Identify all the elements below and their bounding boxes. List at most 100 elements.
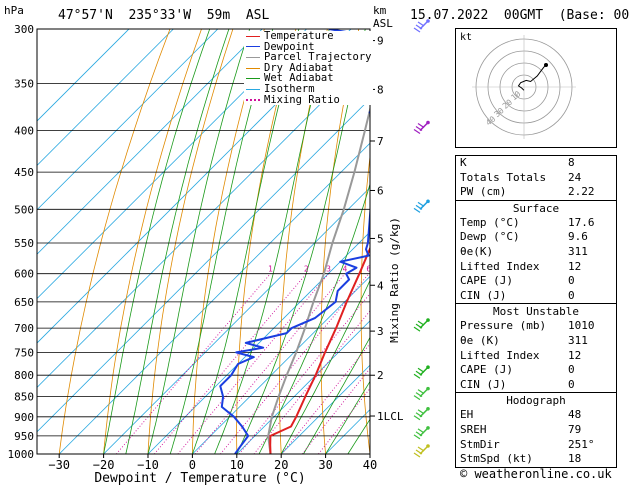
isotherm-line [236, 320, 370, 454]
hodograph-panel: kt 10 20 30 40 [455, 28, 617, 148]
index-label: CAPE (J) [460, 363, 513, 377]
index-row: Totals Totals 24 [456, 171, 616, 186]
wind-barb [413, 199, 430, 213]
hodograph-unit: kt [460, 32, 472, 43]
pressure-tick-label: 600 [14, 268, 34, 281]
temperature-line [269, 246, 370, 454]
km-tick-label: 2 [377, 369, 384, 382]
index-value: 1010 [568, 319, 595, 333]
pressure-tick-label: 350 [14, 77, 34, 90]
mixing-ratio-line [177, 273, 329, 454]
x-tick-label: −20 [93, 458, 115, 472]
index-value: 18 [568, 452, 582, 466]
index-value: 12 [568, 259, 582, 273]
x-tick-label: 30 [318, 458, 332, 472]
legend-swatch [246, 88, 260, 90]
pressure-tick-label: 400 [14, 125, 34, 138]
mixing-ratio-line [301, 367, 370, 454]
index-row: PW (cm) 2.22 [456, 185, 616, 200]
x-tick-label: −10 [137, 458, 159, 472]
wind-barb [413, 365, 430, 379]
index-row: Lifted Index 12 [456, 349, 616, 364]
index-row: Temp (°C) 17.6 [456, 216, 616, 231]
wind-barb [413, 19, 430, 33]
index-value: 48 [568, 408, 582, 422]
index-row: StmDir 251° [456, 438, 616, 453]
x-tick-label: −30 [48, 458, 70, 472]
index-value: 251° [568, 437, 595, 451]
index-label: θe(K) [460, 244, 494, 258]
km-tick-label: 4 [377, 279, 384, 292]
isotherm-line [37, 29, 307, 300]
index-label: Temp (°C) [460, 215, 520, 229]
legend-swatch [246, 35, 260, 37]
hodograph-indices-section: Hodograph EH 48 SREH 79 StmDir 251° StmSpd (kt… [456, 392, 616, 466]
legend-label: Dry Adiabat [264, 61, 334, 74]
index-label: CIN (J) [460, 288, 507, 302]
wind-barb [413, 426, 430, 440]
legend-swatch [246, 78, 260, 80]
index-row: StmSpd (kt) 18 [456, 452, 616, 467]
index-label: Dewp (°C) [460, 230, 520, 244]
mixing-ratio-label: 4 [342, 265, 347, 274]
hodograph-indices-title: Hodograph [506, 394, 566, 408]
index-label: Pressure (mb) [460, 319, 547, 333]
pressure-tick-label: 800 [14, 369, 34, 382]
km-unit-label: km [373, 4, 387, 17]
dry-adiabat-line [147, 29, 234, 454]
legend-entry-isotherm: Isotherm [246, 84, 371, 95]
pressure-tick-label: 450 [14, 166, 34, 179]
km-tick-label: 8 [377, 83, 384, 96]
wind-barb [413, 318, 430, 332]
index-value: 8 [568, 156, 575, 169]
km-tick-label: 1LCL [377, 410, 404, 423]
isotherm-line [37, 29, 174, 166]
mixing-ratio-line [238, 292, 370, 454]
location-title: 47°57'N 235°33'W 59m ASL [58, 8, 270, 23]
index-label: CIN (J) [460, 377, 507, 391]
legend-entry-temperature: Temperature [246, 31, 371, 42]
x-tick-label: 20 [274, 458, 288, 472]
isotherm-line [103, 187, 370, 454]
pressure-tick-label: 750 [14, 346, 34, 359]
mixing-ratio-line [318, 387, 370, 454]
mixing-ratio-label: 6 [366, 265, 371, 274]
index-row: θe(K) 311 [456, 245, 616, 260]
pressure-tick-label: 850 [14, 391, 34, 404]
dewpoint-line [219, 29, 370, 454]
x-tick-label: 0 [189, 458, 196, 472]
hpa-unit-label: hPa [4, 4, 24, 17]
index-row: CAPE (J) 0 [456, 363, 616, 378]
index-label: K [460, 156, 467, 169]
pressure-tick-label: 1000 [8, 448, 35, 461]
hodograph-trace [517, 64, 547, 91]
legend-label: Isotherm [264, 82, 315, 95]
legend-label: Mixing Ratio [264, 93, 340, 106]
dry-adiabat-line [103, 29, 202, 454]
isotherm-line [147, 231, 370, 454]
legend-swatch [246, 56, 260, 58]
index-value: 0 [568, 363, 575, 377]
km-tick-label: 5 [377, 232, 384, 245]
isotherm-line [37, 29, 130, 122]
km-tick-label: 6 [377, 185, 384, 198]
pressure-tick-label: 550 [14, 237, 34, 250]
x-tick-label: 40 [363, 458, 377, 472]
most-unstable-section: Most Unstable Pressure (mb) 1010 θe (K) 311… [456, 303, 616, 392]
y2-axis-title: Mixing Ratio (g/kg) [388, 217, 401, 343]
isotherm-line [58, 142, 370, 454]
asl-unit-label: ASL [373, 17, 393, 30]
mixing-ratio-label: 2 [304, 265, 309, 274]
index-value: 0 [568, 377, 575, 391]
legend-entry-dewpoint: Dewpoint [246, 41, 371, 53]
index-label: CAPE (J) [460, 274, 513, 288]
isotherm-line [37, 29, 263, 255]
pressure-tick-label: 700 [14, 322, 34, 335]
wind-barb [413, 444, 430, 458]
legend-swatch [246, 98, 260, 101]
index-value: 12 [568, 348, 582, 362]
pressure-tick-label: 650 [14, 296, 34, 309]
index-value: 2.22 [568, 185, 595, 199]
